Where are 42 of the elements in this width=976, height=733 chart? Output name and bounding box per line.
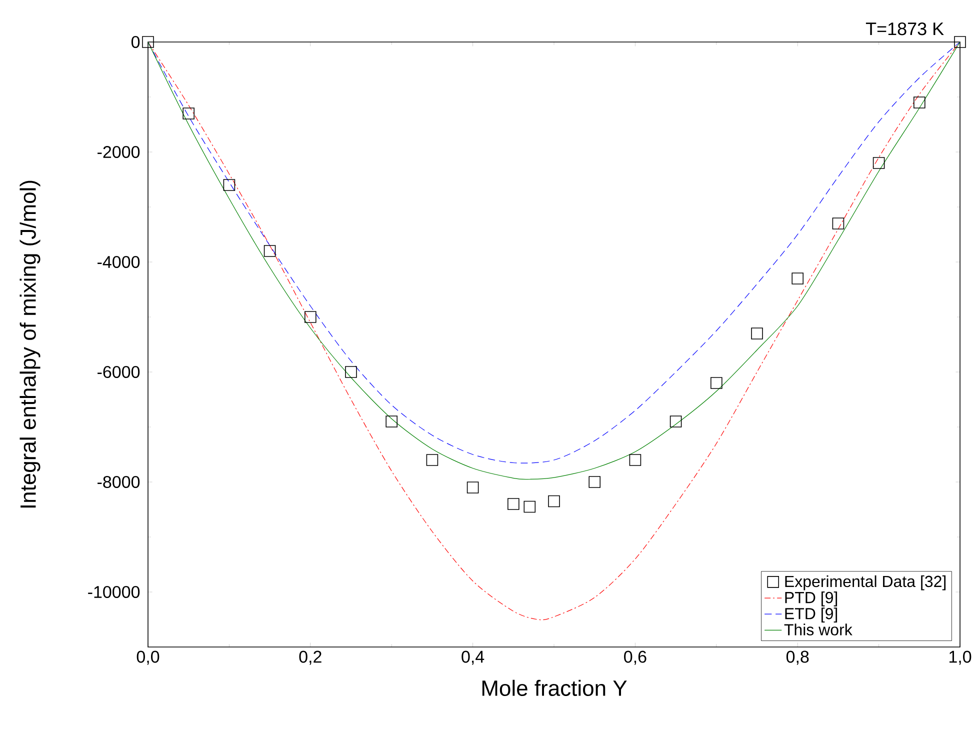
point: [142, 36, 154, 48]
x-tick-label: 1,0: [949, 650, 972, 665]
point: [182, 108, 194, 120]
text: T=1873 K: [866, 22, 944, 36]
point: [548, 495, 560, 508]
legend-label: This work: [784, 624, 852, 636]
x-axis-title: Mole fraction Y: [482, 680, 627, 696]
y-tick-label: -8000: [98, 476, 140, 488]
y-tick-label: -2000: [98, 146, 140, 158]
line-series: [148, 42, 960, 620]
point: [386, 416, 398, 428]
point: [954, 36, 966, 48]
point: [792, 272, 804, 284]
point: [629, 454, 642, 466]
point: [588, 476, 601, 488]
y-tick-label: -4000: [98, 256, 140, 268]
point: [832, 218, 844, 230]
point: [304, 311, 316, 323]
point: [264, 245, 276, 257]
y-tick-label: 0: [131, 36, 140, 48]
point: [466, 482, 479, 494]
point: [426, 454, 438, 466]
point: [508, 498, 520, 510]
point: [345, 366, 357, 378]
legend-label: ETD [9]: [785, 608, 838, 622]
point: [223, 179, 236, 191]
point: [914, 96, 926, 108]
y-axis-title: Integral enthalpy of mixing (J/mol): [20, 180, 40, 508]
point: [872, 157, 885, 169]
legend-label: Experimental Data [32]: [785, 575, 946, 590]
legend-label: PTD [9]: [785, 591, 838, 606]
x-tick-label: 0,6: [624, 650, 646, 665]
x-tick-label: 0,8: [786, 650, 809, 665]
x-tick-label: 0,0: [136, 650, 160, 665]
point: [710, 377, 722, 389]
point: [670, 416, 682, 428]
y-tick-label: -10000: [88, 586, 140, 598]
x-tick-label: 0,4: [462, 650, 484, 665]
point: [524, 500, 536, 513]
x-tick-label: 0,2: [299, 650, 322, 665]
point: [751, 328, 763, 340]
y-tick-label: -6000: [98, 366, 140, 378]
